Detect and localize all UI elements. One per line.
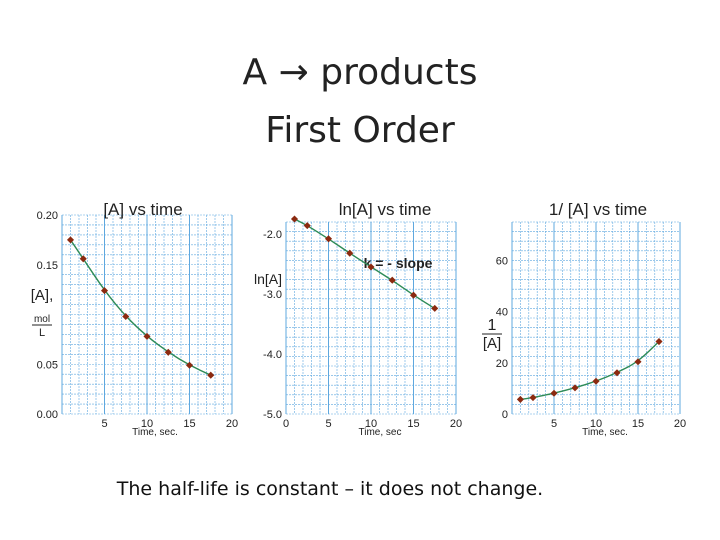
- chart-1-ylabel: [A],: [31, 287, 54, 304]
- chart-2-ytick-label: -4.0: [263, 349, 282, 361]
- chart-1-trend-curve: [69, 239, 212, 376]
- chart-1-xtick-label: 15: [183, 418, 195, 430]
- chart-2-data-point: [324, 235, 333, 243]
- chart-3-ytick-label: 60: [496, 255, 508, 267]
- chart-1-ytick-label: 0.00: [37, 409, 58, 421]
- chart-1-data-point: [79, 255, 87, 263]
- chart-1-data-point: [164, 348, 172, 356]
- chart-2-data-point: [388, 276, 396, 284]
- chart-2-xtick-label: 5: [325, 418, 331, 430]
- chart-2-data-point: [303, 222, 311, 230]
- chart-2-ytick-label: -5.0: [263, 409, 282, 421]
- chart-1-xlabel: Time, sec.: [132, 427, 178, 438]
- chart-2-xlabel: Time, sec: [359, 427, 402, 438]
- chart-2-ytick-label: -2.0: [263, 229, 282, 241]
- chart-2-data-point: [431, 304, 439, 312]
- chart-3-data-point: [571, 384, 579, 392]
- chart-1-xtick-label: 10: [141, 418, 153, 430]
- chart-3-data-point: [655, 338, 663, 346]
- chart-1-data-point: [207, 371, 215, 379]
- chart-3-data-point: [634, 358, 642, 366]
- chart-2-annotation: k = - slope: [364, 255, 433, 271]
- chart-3-xlabel: Time, sec.: [582, 427, 628, 438]
- chart-2-xtick-label: 20: [450, 418, 462, 430]
- chart-1-data-point: [143, 332, 151, 340]
- chart-3-title: 1/ [A] vs time: [549, 200, 647, 219]
- chart-2-data-point: [367, 263, 375, 271]
- chart-1-data-point: [66, 236, 75, 244]
- chart-3-data-point: [550, 389, 558, 397]
- chart-2-ytick-label: -3.0: [263, 289, 282, 301]
- chart-1-xtick-label: 5: [101, 418, 107, 430]
- chart-3-data-point: [613, 369, 621, 377]
- chart-3-data-point: [592, 377, 600, 385]
- chart-3-xtick-label: 20: [674, 418, 686, 430]
- chart-3-ytick-label: 20: [496, 358, 508, 370]
- chart-3-ylabel: [A]: [483, 335, 501, 352]
- chart-1-ylabel: L: [39, 327, 45, 339]
- chart-2-ylabel: ln[A]: [254, 271, 282, 287]
- chart-1-data-point: [185, 361, 194, 369]
- chart-1-data-point: [100, 287, 109, 295]
- chart-2-xtick-label: 15: [407, 418, 419, 430]
- chart-2-data-point: [346, 249, 354, 257]
- slide-footer-text: The half-life is constant – it does not …: [116, 478, 544, 500]
- chart-3-data-point: [529, 394, 537, 402]
- chart-2-xtick-label: 10: [365, 418, 377, 430]
- chart-3-xtick-label: 5: [551, 418, 557, 430]
- chart-2-xtick-label: 0: [283, 418, 289, 430]
- chart-3-ytick-label: 40: [496, 307, 508, 319]
- chart-1-xtick-label: 20: [226, 418, 238, 430]
- chart-1-ytick-label: 0.20: [37, 210, 58, 222]
- chart-2-data-point: [409, 291, 418, 299]
- chart-1-ytick-label: 0.05: [37, 359, 58, 371]
- slide-title-line-1: A → products: [242, 52, 478, 93]
- chart-3-xtick-label: 10: [590, 418, 602, 430]
- chart-3-ylabel: 1: [488, 317, 497, 334]
- chart-2-data-point: [290, 215, 299, 223]
- chart-1-ytick-label: 0.15: [37, 260, 58, 272]
- chart-1-ylabel: mol: [34, 314, 50, 325]
- chart-3-data-point: [516, 395, 524, 403]
- chart-1-data-point: [122, 312, 130, 321]
- chart-3-ytick-label: 0: [502, 409, 508, 421]
- chart-3-xtick-label: 15: [632, 418, 644, 430]
- chart-2-title: ln[A] vs time: [339, 200, 432, 219]
- slide-title-line-2: First Order: [265, 110, 455, 151]
- chart-1-title: [A] vs time: [103, 200, 182, 219]
